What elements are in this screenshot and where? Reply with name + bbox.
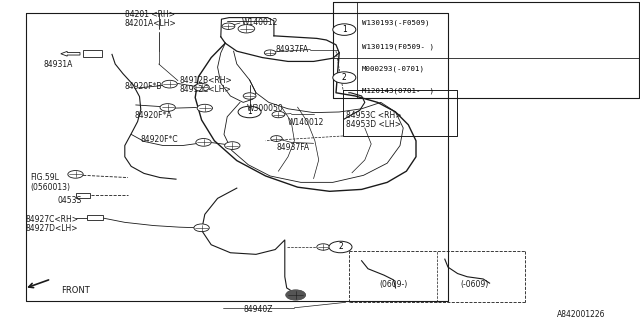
FancyBboxPatch shape (83, 50, 102, 57)
Circle shape (271, 136, 282, 141)
Circle shape (194, 224, 209, 232)
Text: (0560013): (0560013) (31, 183, 70, 192)
Circle shape (333, 24, 356, 35)
Text: 1: 1 (247, 108, 252, 116)
Circle shape (222, 23, 235, 29)
Circle shape (196, 139, 211, 146)
Circle shape (197, 104, 212, 112)
Text: FIG.59L: FIG.59L (31, 173, 60, 182)
Circle shape (243, 93, 256, 99)
Text: 1: 1 (342, 25, 347, 34)
Text: 84912C<LH>: 84912C<LH> (179, 85, 231, 94)
Text: (0609-): (0609-) (380, 280, 408, 289)
Circle shape (329, 241, 352, 253)
Text: M000293(-0701): M000293(-0701) (362, 66, 425, 72)
Text: FRONT: FRONT (61, 286, 90, 295)
Text: 2: 2 (338, 243, 343, 252)
Text: 2: 2 (342, 73, 347, 82)
Circle shape (264, 50, 276, 56)
Text: 84927C<RH>: 84927C<RH> (26, 215, 79, 224)
Text: W130193(-F0509): W130193(-F0509) (362, 19, 429, 26)
Text: 84920F*A: 84920F*A (134, 111, 172, 120)
Text: W140012: W140012 (288, 118, 324, 127)
Text: M120143(0701-  ): M120143(0701- ) (362, 88, 435, 94)
Text: 84953C <RH>: 84953C <RH> (346, 111, 401, 120)
Circle shape (160, 104, 175, 111)
Circle shape (286, 290, 305, 300)
Text: (-0609): (-0609) (461, 280, 489, 289)
Text: W300050: W300050 (246, 104, 283, 113)
Circle shape (225, 142, 240, 149)
Circle shape (238, 106, 261, 118)
Text: 84201 <RH>: 84201 <RH> (125, 10, 175, 19)
FancyBboxPatch shape (76, 193, 90, 197)
Text: 84912B<RH>: 84912B<RH> (179, 76, 232, 85)
Text: 84937FA: 84937FA (275, 45, 308, 54)
FancyArrow shape (61, 51, 80, 56)
Text: A842001226: A842001226 (557, 310, 605, 319)
Circle shape (333, 72, 356, 83)
Circle shape (286, 290, 305, 300)
Circle shape (272, 111, 285, 118)
Text: 84937FA: 84937FA (276, 143, 310, 152)
Circle shape (68, 171, 83, 178)
Circle shape (194, 84, 209, 91)
Text: 84927D<LH>: 84927D<LH> (26, 224, 78, 233)
Circle shape (317, 244, 330, 250)
Circle shape (162, 80, 177, 88)
Text: 84940Z: 84940Z (243, 305, 273, 314)
Text: 0453S: 0453S (58, 196, 82, 205)
Text: 84920F*C: 84920F*C (141, 135, 179, 144)
Text: W140012: W140012 (242, 18, 278, 27)
Text: 84953D <LH>: 84953D <LH> (346, 120, 401, 129)
Text: W130119(F0509- ): W130119(F0509- ) (362, 43, 435, 50)
FancyBboxPatch shape (86, 215, 102, 220)
Text: 84931A: 84931A (44, 60, 73, 69)
Text: 84920F*B: 84920F*B (125, 82, 163, 91)
Circle shape (238, 25, 255, 33)
Text: 84201A<LH>: 84201A<LH> (125, 19, 177, 28)
